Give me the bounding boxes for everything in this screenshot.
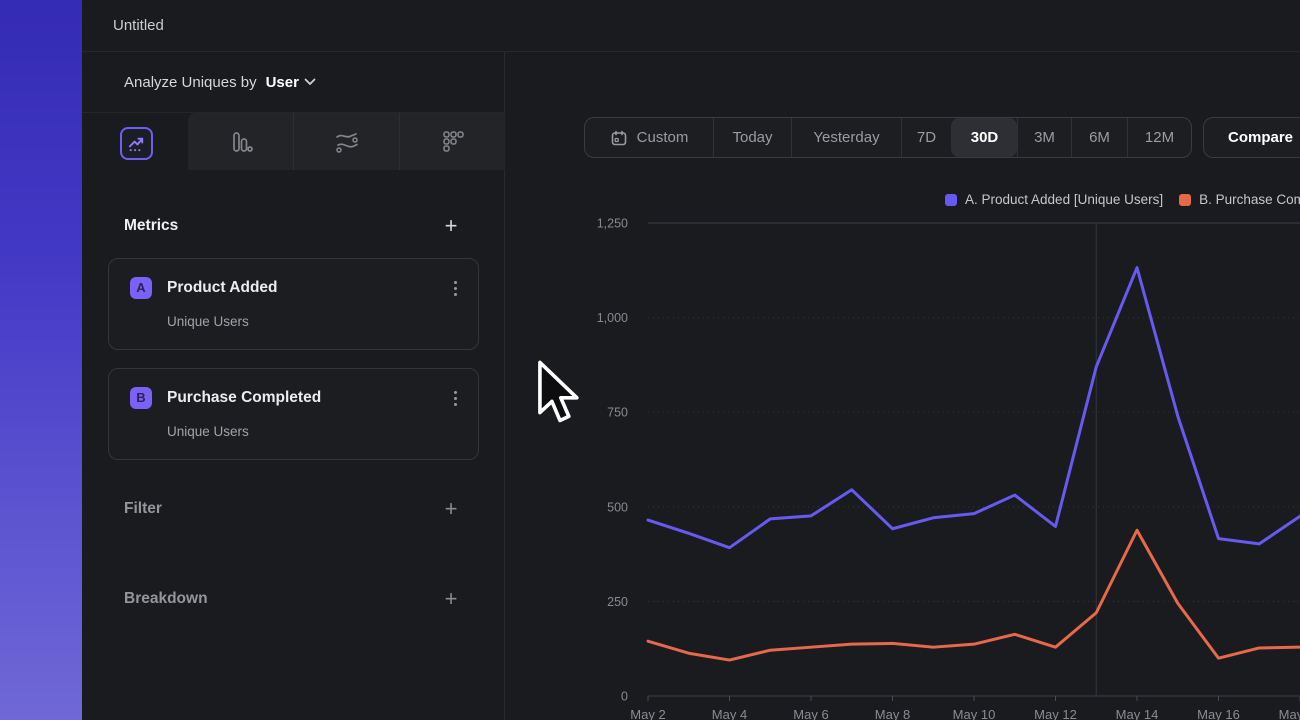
x-axis-label: May 12 [1034, 707, 1077, 720]
x-axis-label: May 18 [1279, 707, 1300, 720]
metric-a-measure[interactable]: Unique Users [167, 314, 249, 329]
chart-panel: Custom Today Yesterday 7D 30D 3M 6M 12M … [505, 52, 1300, 720]
x-axis-label: May 8 [875, 707, 910, 720]
x-axis-label: May 14 [1116, 707, 1159, 720]
y-axis-label: 1,000 [597, 311, 628, 325]
kebab-menu-icon[interactable] [448, 391, 462, 409]
tab-bar-chart[interactable] [188, 113, 293, 170]
line-chart-canvas[interactable]: 0 250 500 750 1,000 1,250 May 2 May 4 May 6 May 8… [505, 52, 1300, 720]
chevron-down-icon [304, 78, 316, 86]
breakdown-title: Breakdown [124, 590, 208, 608]
tab-flow-chart[interactable] [293, 113, 399, 170]
metrics-title: Metrics [124, 217, 178, 235]
metric-card-b[interactable]: B Purchase Completed Unique Users [108, 368, 479, 460]
metric-card-a[interactable]: A Product Added Unique Users [108, 258, 479, 350]
y-axis-label: 500 [607, 500, 628, 514]
series-line-a[interactable] [648, 268, 1300, 548]
y-axis-label: 250 [607, 595, 628, 609]
bar-chart-icon [228, 129, 254, 155]
analyze-by-selector[interactable]: User [266, 74, 316, 91]
metric-a-event: Product Added [167, 279, 278, 297]
query-sidebar: Analyze Uniques by User [82, 52, 505, 720]
x-axis-label: May 2 [630, 707, 665, 720]
inactive-tabs-group [188, 113, 505, 170]
add-breakdown-button[interactable]: + [437, 586, 465, 614]
analytics-app-window: Untitled Analyze Uniques by User [82, 0, 1300, 720]
breakdown-section-header: Breakdown + [82, 586, 505, 616]
analyze-by-label: Analyze Uniques by [124, 74, 257, 91]
kebab-menu-icon[interactable] [448, 281, 462, 299]
metric-b-event: Purchase Completed [167, 389, 321, 407]
metric-b-badge: B [130, 387, 152, 409]
dots-grid-icon [440, 129, 466, 155]
metric-a-badge: A [130, 277, 152, 299]
add-filter-button[interactable]: + [437, 496, 465, 524]
line-chart-icon [126, 133, 147, 154]
tab-retention-grid[interactable] [399, 113, 505, 170]
tab-line-chart[interactable] [120, 127, 153, 160]
x-axis-label: May 16 [1197, 707, 1240, 720]
x-axis-label: May 10 [953, 707, 996, 720]
flow-chart-icon [333, 129, 361, 155]
x-axis-label: May 4 [712, 707, 747, 720]
y-axis-label: 0 [621, 690, 628, 704]
screen: Untitled Analyze Uniques by User [0, 0, 1300, 720]
metric-b-measure[interactable]: Unique Users [167, 424, 249, 439]
analyze-by-value: User [266, 74, 299, 91]
add-metric-button[interactable]: + [437, 213, 465, 241]
chart-type-tabs [82, 113, 505, 170]
y-axis-label: 750 [607, 406, 628, 420]
y-axis-label: 1,250 [597, 217, 628, 231]
metrics-section-header: Metrics + [82, 213, 505, 243]
filter-section-header: Filter + [82, 496, 505, 526]
titlebar: Untitled [82, 0, 1300, 52]
analyze-by-row: Analyze Uniques by User [82, 52, 505, 113]
filter-title: Filter [124, 500, 162, 518]
desktop-background [0, 0, 82, 720]
report-title[interactable]: Untitled [113, 0, 164, 52]
x-axis-label: May 6 [793, 707, 828, 720]
series-line-b[interactable] [648, 530, 1300, 660]
